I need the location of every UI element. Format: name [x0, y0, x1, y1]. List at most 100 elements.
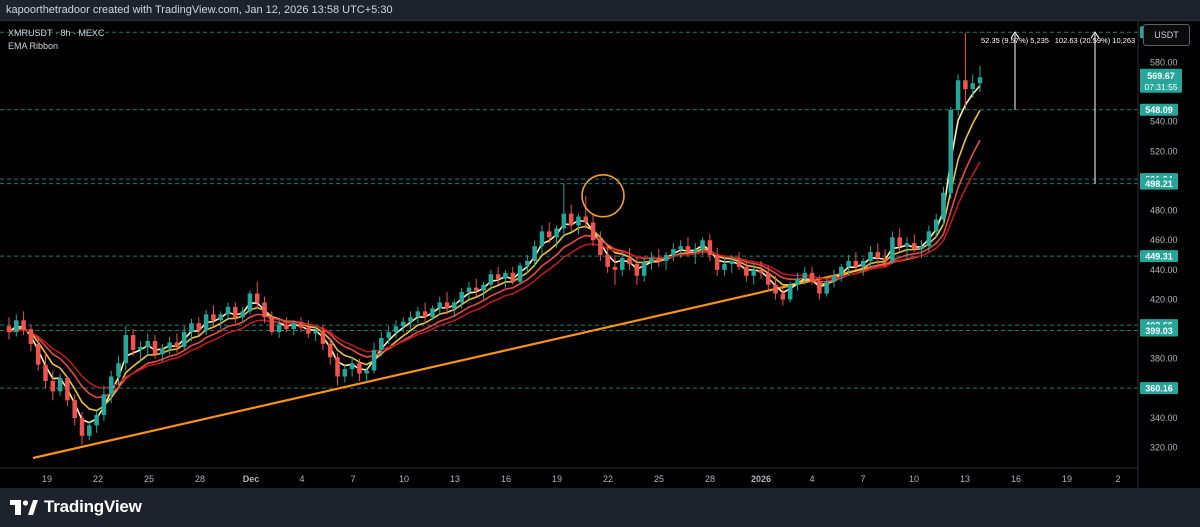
candle-down — [284, 324, 289, 330]
candle-up — [539, 231, 545, 247]
y-tick-label: 380.00 — [1150, 354, 1178, 364]
x-tick-label: 4 — [299, 474, 304, 484]
candle-up — [649, 258, 654, 263]
candle-down — [758, 269, 764, 273]
candle-up — [386, 332, 391, 339]
candle-up — [160, 348, 165, 355]
x-tick-label: 22 — [603, 474, 613, 484]
candle-up — [145, 340, 150, 347]
candle-up — [342, 369, 348, 377]
ema-slowest-line — [8, 161, 981, 389]
candle-down — [773, 284, 778, 294]
tradingview-brand: TradingView — [10, 496, 142, 518]
highlight-circle — [581, 174, 625, 218]
candle-up — [933, 219, 939, 232]
measure-label: 52.35 (9.57%) 5,235 — [981, 36, 1049, 45]
candle-up — [94, 415, 99, 426]
measure-arrow-head — [1090, 31, 1100, 39]
candle-down — [809, 272, 815, 282]
y-tick-label: 460.00 — [1150, 235, 1178, 245]
candle-up — [532, 246, 537, 261]
candle-up — [824, 281, 829, 294]
candle-up — [349, 363, 355, 370]
candle-up — [722, 263, 727, 270]
candle-up — [729, 260, 735, 264]
x-tick-label: 25 — [144, 474, 154, 484]
symbol-title[interactable]: XMRUSDT · 8h · MEXC — [8, 28, 105, 38]
candle-down — [627, 258, 632, 264]
candle-down — [174, 342, 180, 347]
candle-up — [904, 243, 910, 247]
candle-down — [685, 246, 691, 253]
last-price-label: 569.67 — [1147, 71, 1175, 81]
candle-up — [408, 317, 413, 322]
candle-down — [50, 380, 56, 392]
candle-up — [313, 330, 318, 334]
candle-down — [853, 260, 859, 267]
candle-up — [466, 287, 472, 293]
candle-up — [481, 284, 486, 291]
candle-down — [320, 330, 326, 344]
x-tick-label: 19 — [1062, 474, 1072, 484]
candle-up — [488, 274, 494, 285]
candle-down — [6, 326, 12, 333]
candle-down — [130, 335, 136, 350]
candle-up — [123, 335, 129, 364]
x-tick-label: 28 — [195, 474, 205, 484]
x-tick-label: 4 — [809, 474, 814, 484]
x-tick-label: 22 — [93, 474, 103, 484]
candle-down — [766, 272, 771, 285]
candle-up — [116, 363, 121, 377]
candle-down — [79, 418, 85, 436]
candle-down — [590, 222, 596, 241]
currency-button[interactable]: USDT — [1143, 24, 1190, 46]
candle-up — [364, 370, 370, 374]
candle-up — [400, 321, 406, 327]
candle-up — [87, 425, 92, 436]
candle-up — [101, 394, 107, 416]
x-tick-label: 13 — [960, 474, 970, 484]
candle-down — [568, 213, 574, 226]
candle-up — [247, 293, 253, 312]
candle-down — [152, 340, 158, 355]
candle-up — [393, 326, 399, 333]
ema-fast-line — [8, 85, 981, 424]
indicator-label[interactable]: EMA Ribbon — [8, 41, 59, 51]
candle-down — [298, 323, 304, 328]
candle-up — [459, 292, 464, 303]
y-tick-label: 440.00 — [1150, 265, 1178, 275]
bottom-brand-bar — [0, 488, 1200, 527]
brand-name: TradingView — [44, 497, 142, 516]
y-tick-label: 580.00 — [1150, 57, 1178, 67]
candle-up — [846, 260, 851, 267]
candle-up — [138, 346, 143, 350]
candle-down — [306, 327, 311, 334]
y-tick-label: 520.00 — [1150, 146, 1178, 156]
candle-down — [233, 306, 238, 318]
candle-up — [787, 284, 793, 300]
candle-up — [641, 262, 647, 276]
candle-down — [612, 266, 618, 270]
y-tick-label: 340.00 — [1150, 413, 1178, 423]
candle-up — [379, 338, 384, 350]
candle-down — [35, 343, 41, 365]
candle-up — [693, 249, 698, 253]
x-tick-label: 10 — [909, 474, 919, 484]
candle-up — [437, 302, 443, 309]
x-tick-label: 28 — [705, 474, 715, 484]
candle-down — [28, 329, 34, 344]
candle-down — [897, 237, 902, 247]
support-trendline — [32, 255, 919, 460]
ema-slow-line — [8, 139, 981, 399]
price-chart[interactable]: 600.43548.09501.24498.21449.31402.66399.… — [0, 21, 1200, 488]
measure-label: 102.63 (20.59%) 10,263 — [1055, 36, 1135, 45]
chart-legend: XMRUSDT · 8h · MEXC EMA Ribbon — [8, 27, 104, 53]
x-tick-label: 16 — [1011, 474, 1021, 484]
candle-up — [225, 306, 231, 315]
candle-down — [65, 378, 70, 401]
y-tick-label: 540.00 — [1150, 117, 1178, 127]
candle-up — [948, 109, 954, 193]
candle-down — [583, 216, 589, 223]
chart-credit-text: kapoorthetradoor created with TradingVie… — [6, 4, 393, 16]
candle-down — [634, 263, 640, 276]
